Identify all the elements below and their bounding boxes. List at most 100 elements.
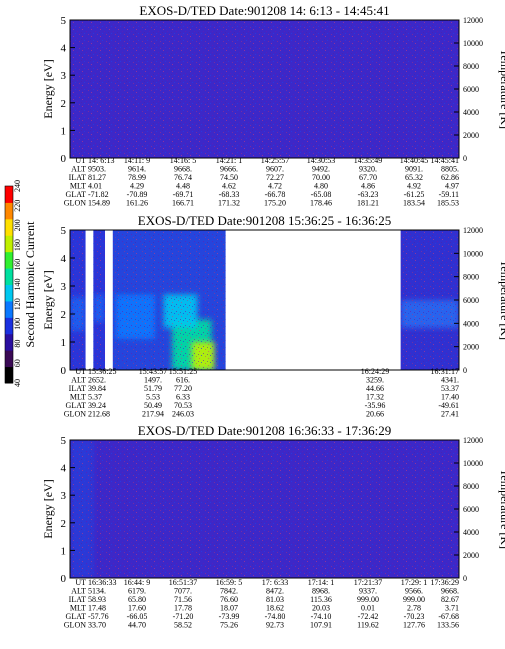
y2-tick-label: 10000 <box>463 39 483 48</box>
y-tick-label: 5 <box>61 435 67 447</box>
table-cell: 44.66 <box>366 384 384 393</box>
table-cell: 18.07 <box>220 604 238 613</box>
table-cell: 161.26 <box>126 199 148 208</box>
table-cell: 51.79 <box>144 384 162 393</box>
y-tick-label: 3 <box>61 281 67 293</box>
table-cell: 5.53 <box>146 393 160 402</box>
table-cell: 58.52 <box>174 621 192 630</box>
table-cell: -65.08 <box>311 190 332 199</box>
colorbar-swatch <box>5 317 13 335</box>
panel-1: EXOS-D/TED Date:901208 14: 6:13 - 14:45:… <box>41 3 505 208</box>
colorbar-frame <box>4 185 14 384</box>
table-cell: 4.72 <box>268 182 282 191</box>
table-cell: 183.54 <box>403 199 425 208</box>
table-row-label: GLON <box>64 410 86 419</box>
table-cell: 17.60 <box>128 604 146 613</box>
panel-title: EXOS-D/TED Date:901208 15:36:25 - 16:36:… <box>138 213 391 228</box>
y2-tick-label: 4000 <box>463 319 479 328</box>
y2-tick-label: 2000 <box>463 343 479 352</box>
table-cell: 185.53 <box>437 199 459 208</box>
colorbar-swatch <box>5 235 13 253</box>
colorbar-tick-label: 160 <box>13 259 22 271</box>
y-tick-label: 4 <box>61 43 67 55</box>
table-cell: 77.20 <box>174 384 192 393</box>
colorbar-swatch <box>5 366 13 384</box>
table-cell: 39.84 <box>88 384 106 393</box>
y-tick-label: 4 <box>61 463 67 475</box>
table-cell: 58.93 <box>88 595 106 604</box>
colorbar-swatch <box>5 202 13 220</box>
y2-axis-label: Temperature [K] <box>498 260 505 340</box>
table-cell: 4.80 <box>314 182 328 191</box>
table-cell: 5.37 <box>88 393 102 402</box>
y2-axis-label: Temperature [K] <box>498 469 505 549</box>
table-cell: 9492. <box>312 165 330 174</box>
table-cell: 17.40 <box>441 393 459 402</box>
table-cell: -69.71 <box>173 190 194 199</box>
y-tick-label: 2 <box>61 309 67 321</box>
table-cell: -70.23 <box>404 612 425 621</box>
table-cell: 17:21:37 <box>354 578 382 587</box>
table-cell: 4.62 <box>222 182 236 191</box>
table-cell: -68.33 <box>219 190 240 199</box>
table-cell: 17: 6:33 <box>262 578 288 587</box>
y2-tick-label: 6000 <box>463 505 479 514</box>
table-cell: 33.70 <box>88 621 106 630</box>
data-segment <box>70 440 459 578</box>
colorbar-tick-label: 80 <box>13 340 22 348</box>
panel-3: EXOS-D/TED Date:901208 16:36:33 - 17:36:… <box>41 423 505 630</box>
y2-tick-label: 2000 <box>463 131 479 140</box>
y2-tick-label: 6000 <box>463 296 479 305</box>
table-cell: 5134. <box>88 587 106 596</box>
table-cell: 107.91 <box>310 621 332 630</box>
table-cell: -71.82 <box>88 190 109 199</box>
y2-tick-label: 8000 <box>463 482 479 491</box>
table-cell: 4.48 <box>176 182 190 191</box>
table-cell: -72.42 <box>358 612 379 621</box>
table-cell: -67.68 <box>438 612 459 621</box>
table-cell: 616. <box>176 376 190 385</box>
table-cell: 2.78 <box>407 604 421 613</box>
table-cell: 212.68 <box>88 410 110 419</box>
table-cell: 127.76 <box>403 621 425 630</box>
y-axis-label: Energy [eV] <box>41 59 55 118</box>
y2-axis-label: Temperature [K] <box>498 49 505 129</box>
table-cell: 15:51:25 <box>169 367 197 376</box>
table-cell: 7842. <box>220 587 238 596</box>
table-cell: 14: 6:13 <box>88 156 114 165</box>
table-cell: 81.27 <box>88 173 106 182</box>
y2-tick-label: 10000 <box>463 459 483 468</box>
table-row-label: GLAT <box>66 190 87 199</box>
y-tick-label: 0 <box>61 573 67 585</box>
table-cell: 115.36 <box>310 595 332 604</box>
colorbar-tick-label: 120 <box>13 298 22 310</box>
table-cell: -66.78 <box>265 190 286 199</box>
y2-tick-label: 12000 <box>463 436 483 445</box>
y2-tick-label: 4000 <box>463 108 479 117</box>
table-row-label: GLON <box>64 199 86 208</box>
colorbar-tick-label: 200 <box>13 219 22 231</box>
table-cell: 4.92 <box>407 182 421 191</box>
table-cell: 15:43:57 <box>139 367 167 376</box>
noise-texture <box>70 230 86 370</box>
table-cell: 1497. <box>144 376 162 385</box>
table-cell: 14:30:53 <box>307 156 335 165</box>
table-cell: 17:36:29 <box>431 578 459 587</box>
table-cell: 8805. <box>441 165 459 174</box>
table-cell: 17.32 <box>366 393 384 402</box>
table-cell: 9607. <box>266 165 284 174</box>
y-tick-label: 3 <box>61 490 67 502</box>
table-cell: 65.80 <box>128 595 146 604</box>
table-cell: 4.86 <box>361 182 375 191</box>
y-tick-label: 3 <box>61 70 67 82</box>
table-cell: 92.73 <box>266 621 284 630</box>
colorbar-swatch <box>5 251 13 269</box>
table-cell: 14:25:57 <box>261 156 289 165</box>
table-cell: 181.21 <box>357 199 379 208</box>
table-cell: 2652. <box>88 376 106 385</box>
colorbar-swatch <box>5 268 13 285</box>
table-cell: 6179. <box>128 587 146 596</box>
table-row-label: GLON <box>64 621 86 630</box>
colorbar-tick-label: 140 <box>13 279 22 291</box>
